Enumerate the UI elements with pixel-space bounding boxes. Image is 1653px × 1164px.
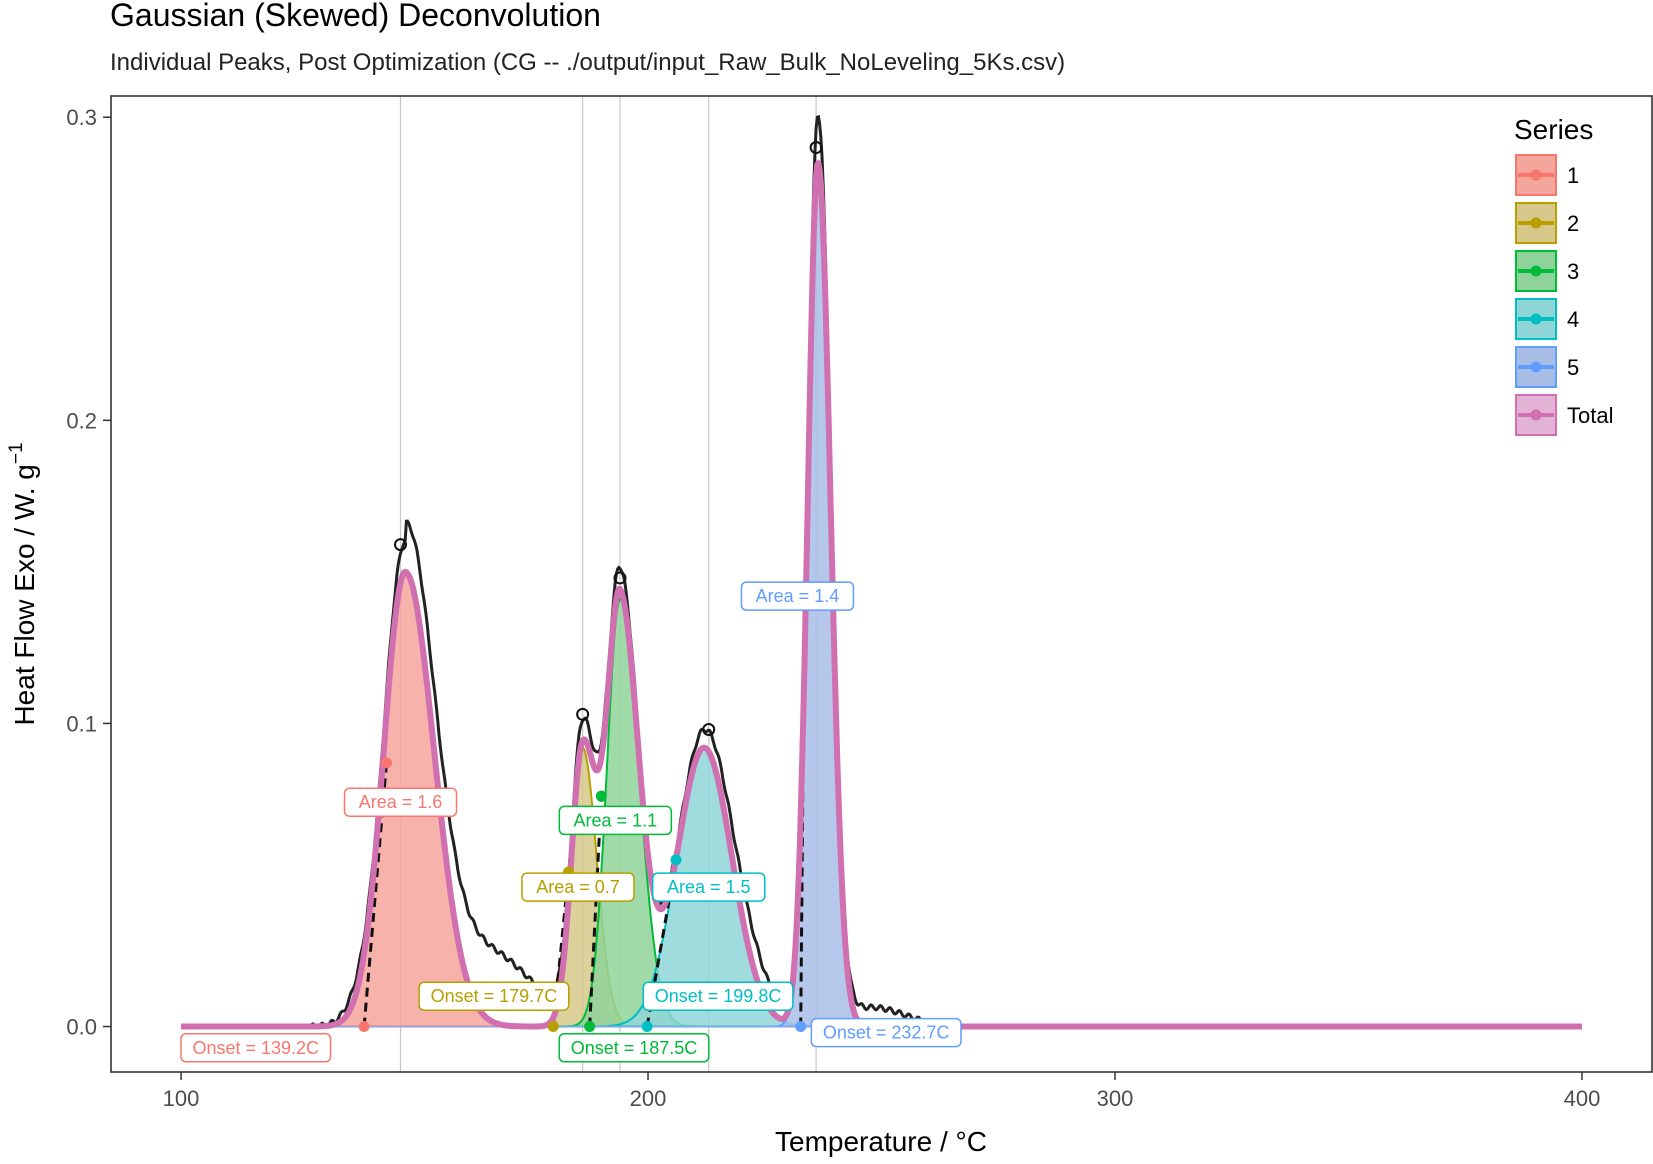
area-label-3: Area = 1.1: [558, 805, 673, 836]
onset-label-1: Onset = 139.2C: [180, 1033, 332, 1063]
chart-subtitle: Individual Peaks, Post Optimization (CG …: [110, 49, 1065, 76]
onset-label-3-text: Onset = 187.5C: [571, 1038, 698, 1058]
legend-item-2: 2: [1515, 202, 1579, 244]
y-tick-label: 0.3: [66, 105, 97, 130]
legend-label: 5: [1567, 355, 1579, 380]
onset-label-2-box: [418, 981, 570, 1011]
onset-point-2: [547, 1021, 559, 1033]
y-axis-title-main: Heat Flow Exo / W. g: [9, 464, 40, 725]
legend-swatch-point: [1530, 169, 1542, 181]
legend-label: Total: [1567, 403, 1613, 428]
y-tick-label: 0.2: [66, 408, 97, 433]
onset-label-2-text: Onset = 179.7C: [431, 986, 558, 1006]
onset-label-4-box: [642, 981, 794, 1011]
area-point-4: [670, 854, 682, 866]
area-label-2: Area = 0.7: [521, 872, 635, 902]
onset-tangent-3: [588, 796, 603, 1027]
chart-title: Gaussian (Skewed) Deconvolution: [110, 0, 601, 33]
onset-label-5-text: Onset = 232.7C: [823, 1023, 950, 1043]
y-axis-title: Heat Flow Exo / W. g−1: [6, 442, 40, 725]
plot-frame: [110, 95, 1653, 1073]
onset-label-1-box: [180, 1033, 332, 1063]
onset-point-4: [641, 1021, 653, 1033]
area-label-5-box: [740, 581, 855, 611]
area-label-4: Area = 1.5: [651, 872, 766, 902]
area-point-1: [381, 757, 393, 769]
area-label-4-text: Area = 1.5: [667, 877, 751, 897]
legend: Series 1 2 3 4 5 Total: [1514, 114, 1613, 436]
axes: 100 200 300 400 0.0 0.1 0.2 0.3: [66, 105, 1600, 1111]
legend-swatch-point: [1530, 313, 1542, 325]
legend-title: Series: [1514, 114, 1593, 145]
legend-item-4: 4: [1515, 298, 1579, 340]
area-label-5: Area = 1.4: [740, 581, 855, 611]
onset-label-5: Onset = 232.7C: [810, 1017, 962, 1048]
raw-peak-marker: [394, 538, 408, 552]
area-point-3: [595, 790, 607, 802]
onset-label-5-box: [810, 1017, 962, 1048]
y-tick-label: 0.0: [66, 1015, 97, 1040]
plot-area: Area = 1.6 Onset = 139.2C Area = 0.7 Onset …: [179, 96, 1584, 1072]
onset-label-3: Onset = 187.5C: [558, 1033, 710, 1063]
x-tick-label: 200: [630, 1086, 667, 1111]
y-tick-label: 0.1: [66, 711, 97, 736]
onset-label-3-box: [558, 1033, 710, 1063]
x-tick-label: 100: [163, 1086, 200, 1111]
area-label-5-text: Area = 1.4: [756, 586, 840, 606]
onset-label-4: Onset = 199.8C: [642, 981, 794, 1011]
area-label-2-box: [521, 872, 635, 902]
area-label-2-text: Area = 0.7: [536, 877, 620, 897]
legend-label: 4: [1567, 307, 1579, 332]
legend-item-3: 3: [1515, 250, 1579, 292]
area-label-4-box: [651, 872, 766, 902]
legend-item-Total: Total: [1515, 394, 1613, 436]
area-label-3-box: [558, 805, 673, 836]
onset-point-5: [795, 1021, 807, 1033]
raw-peak-marker: [809, 141, 823, 155]
y-axis-title-group: Heat Flow Exo / W. g−1: [6, 442, 40, 725]
legend-swatch-point: [1530, 361, 1542, 373]
raw-peak-marker: [576, 707, 590, 721]
area-label-1-box: [343, 787, 458, 817]
x-axis-title: Temperature / °C: [775, 1126, 987, 1157]
onset-label-2: Onset = 179.7C: [418, 981, 570, 1011]
legend-swatch-point: [1530, 265, 1542, 277]
legend-swatch-point: [1530, 409, 1542, 421]
x-tick-label: 300: [1097, 1086, 1134, 1111]
onset-label-4-text: Onset = 199.8C: [655, 986, 782, 1006]
y-axis-title-superscript: −1: [6, 442, 27, 464]
legend-swatch-point: [1530, 217, 1542, 229]
area-label-1: Area = 1.6: [343, 787, 458, 817]
legend-label: 1: [1567, 163, 1579, 188]
legend-label: 2: [1567, 211, 1579, 236]
legend-label: 3: [1567, 259, 1579, 284]
legend-item-1: 1: [1515, 154, 1579, 196]
x-tick-label: 400: [1564, 1086, 1601, 1111]
area-label-3-text: Area = 1.1: [574, 810, 658, 830]
raw-peak-marker: [613, 571, 627, 585]
area-label-1-text: Area = 1.6: [359, 792, 443, 812]
onset-tangent-2: [551, 871, 571, 1027]
raw-peak-marker: [702, 722, 716, 736]
legend-item-5: 5: [1515, 346, 1579, 388]
onset-point-1: [358, 1021, 370, 1033]
onset-point-3: [584, 1021, 596, 1033]
onset-label-1-text: Onset = 139.2C: [192, 1038, 319, 1058]
